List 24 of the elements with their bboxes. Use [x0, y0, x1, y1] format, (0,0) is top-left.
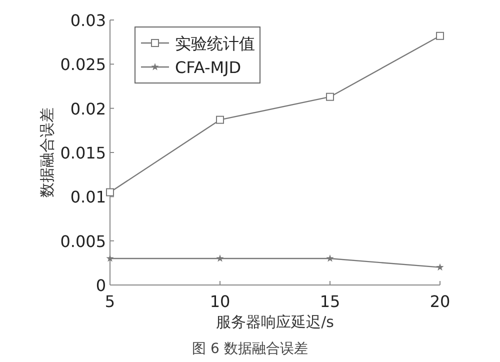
legend-label: 实验统计值	[175, 34, 255, 53]
y-tick-label: 0.03	[70, 11, 106, 30]
point	[106, 188, 114, 196]
point	[216, 254, 224, 262]
x-tick-label: 20	[430, 292, 450, 311]
y-axis-title: 数据融合误差	[38, 108, 56, 198]
point	[326, 92, 334, 101]
point	[436, 263, 444, 271]
point	[436, 32, 444, 40]
x-tick-label: 10	[210, 292, 230, 311]
point	[106, 254, 114, 262]
y-tick-label: 0.01	[70, 188, 106, 207]
legend-label: CFA-MJD	[175, 58, 242, 77]
point	[216, 116, 224, 124]
x-axis-title: 服务器响应延迟/s	[216, 313, 334, 331]
y-tick-label: 0	[96, 276, 106, 295]
point	[326, 254, 334, 262]
caption: 图 6 数据融合误差	[192, 341, 308, 357]
y-tick-label: 0.005	[60, 232, 106, 251]
x-tick-label: 5	[104, 292, 116, 311]
y-tick-label: 0.02	[70, 99, 106, 118]
y-tick-label: 0.015	[60, 144, 106, 162]
y-tick-label: 0.025	[60, 55, 106, 74]
x-tick-label: 15	[320, 292, 340, 311]
